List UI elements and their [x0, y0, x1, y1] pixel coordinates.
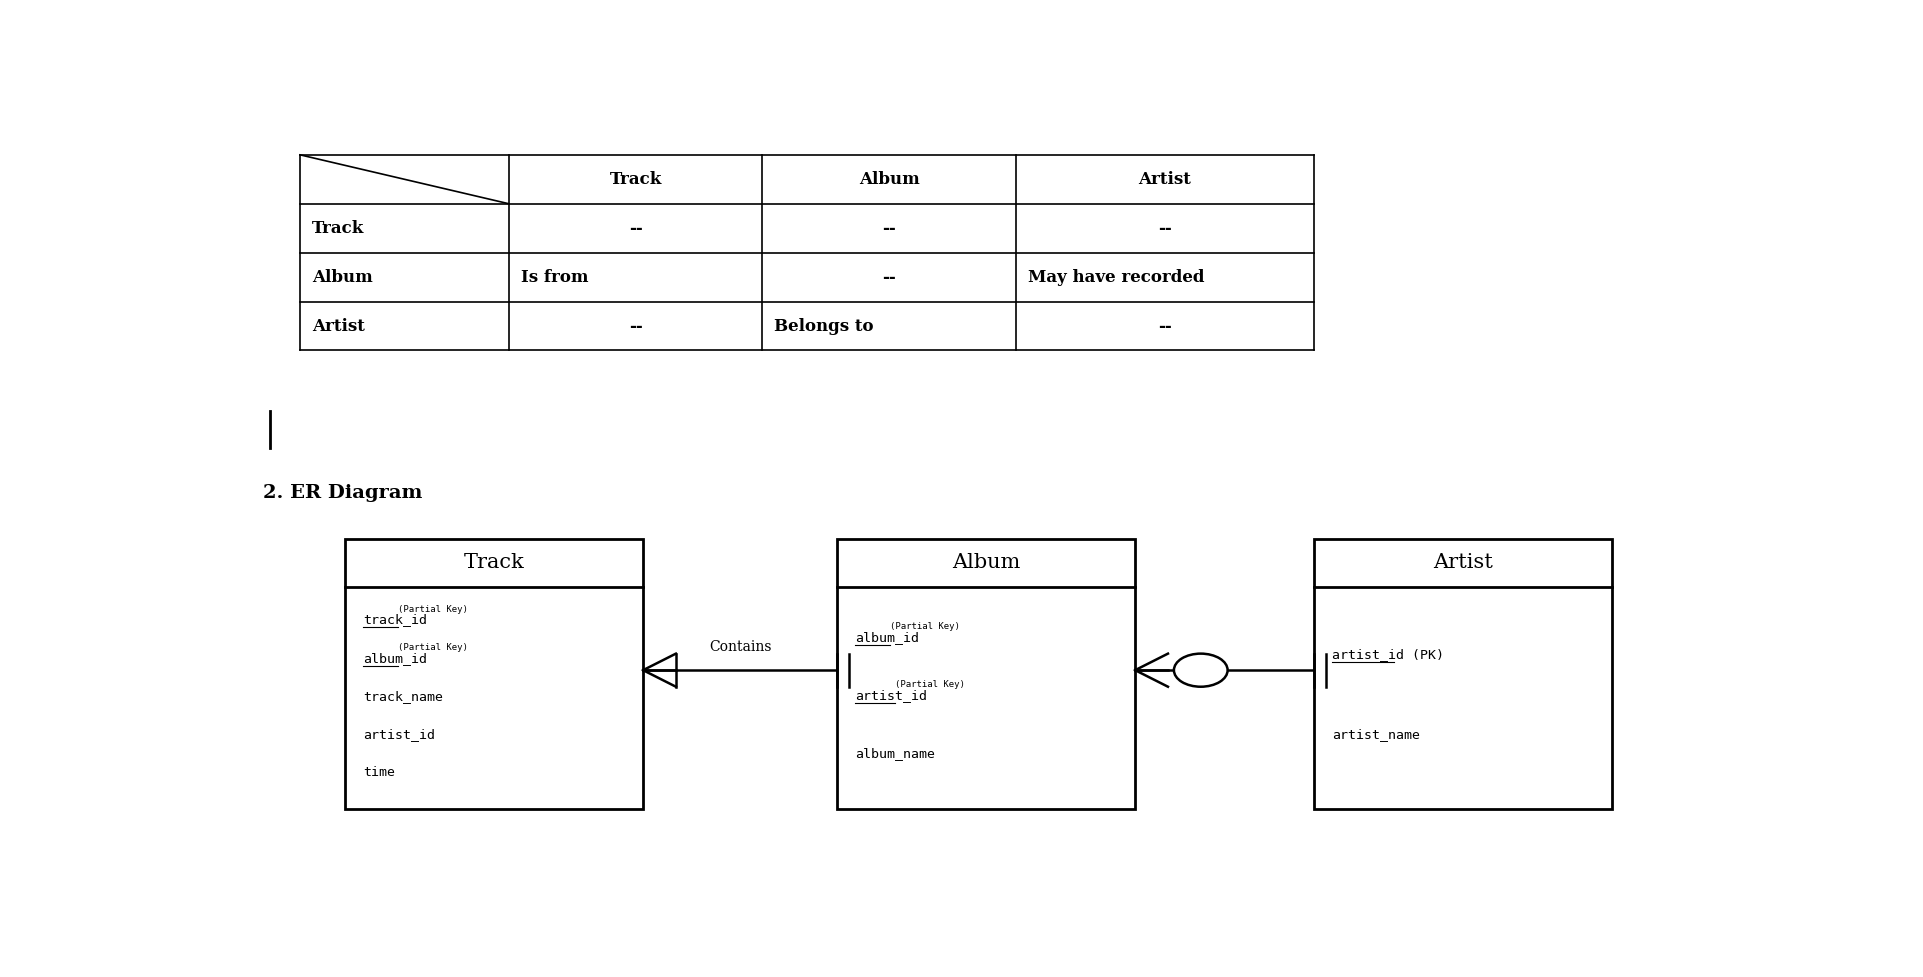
- Text: Track: Track: [610, 171, 662, 188]
- Text: time: time: [363, 767, 394, 780]
- Text: Track: Track: [312, 220, 363, 236]
- Text: --: --: [629, 220, 642, 236]
- Text: Belongs to: Belongs to: [773, 318, 873, 334]
- Text: track_name: track_name: [363, 690, 442, 703]
- Text: (Partial Key): (Partial Key): [398, 643, 467, 653]
- Text: artist_name: artist_name: [1331, 728, 1419, 741]
- Text: Is from: Is from: [521, 269, 588, 285]
- Text: --: --: [1158, 220, 1171, 236]
- Text: Album: Album: [952, 554, 1019, 573]
- Text: Contains: Contains: [708, 640, 771, 654]
- Text: album_id: album_id: [363, 652, 427, 664]
- Bar: [1313, 538, 1611, 809]
- Bar: [344, 538, 642, 809]
- Text: artist_id: artist_id: [363, 728, 435, 742]
- Text: (Partial Key): (Partial Key): [894, 680, 963, 690]
- Text: (Partial Key): (Partial Key): [890, 622, 960, 631]
- Text: --: --: [883, 269, 896, 285]
- Bar: [837, 538, 1135, 809]
- Text: Artist: Artist: [1433, 554, 1492, 573]
- Text: --: --: [883, 220, 896, 236]
- Text: May have recorded: May have recorded: [1027, 269, 1204, 285]
- Text: 2. ER Diagram: 2. ER Diagram: [263, 485, 421, 502]
- Text: Artist: Artist: [312, 318, 365, 334]
- Text: album_name: album_name: [854, 747, 935, 760]
- Ellipse shape: [1173, 654, 1227, 687]
- Text: (Partial Key): (Partial Key): [398, 605, 467, 614]
- Text: Album: Album: [312, 269, 373, 285]
- Text: artist_id (PK): artist_id (PK): [1331, 649, 1444, 661]
- Text: artist_id: artist_id: [854, 689, 927, 701]
- Text: --: --: [1158, 318, 1171, 334]
- Text: Album: Album: [858, 171, 919, 188]
- Text: Track: Track: [463, 554, 525, 573]
- Text: Artist: Artist: [1138, 171, 1190, 188]
- Text: album_id: album_id: [854, 630, 919, 644]
- Text: track_id: track_id: [363, 614, 427, 626]
- Text: --: --: [629, 318, 642, 334]
